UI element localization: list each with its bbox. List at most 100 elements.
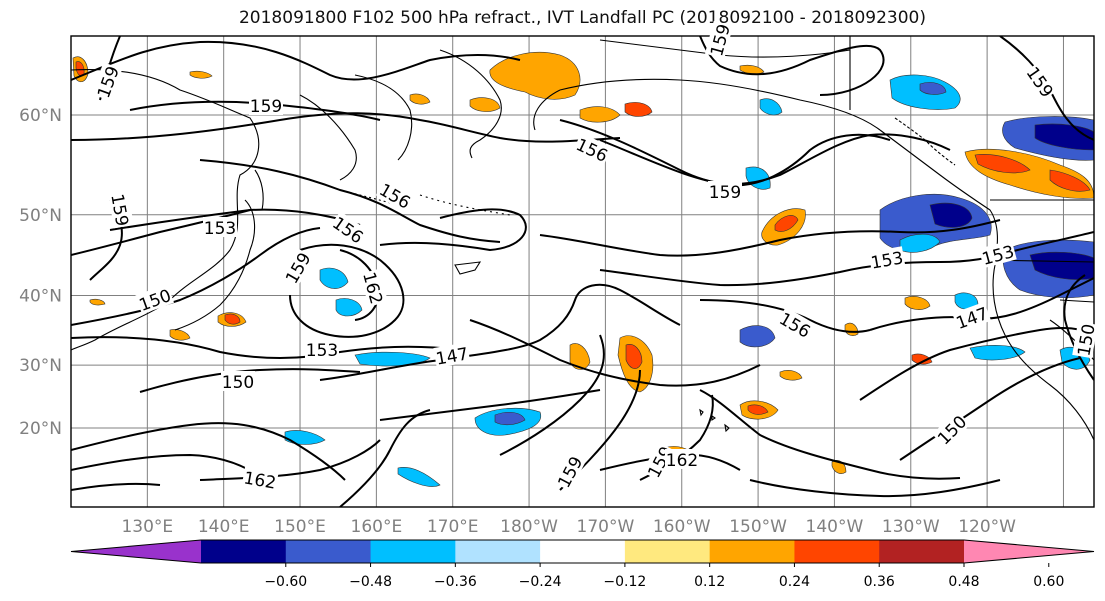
contour-label-bg [665, 449, 699, 469]
contour-label-bg [868, 246, 906, 272]
blue-blob-ne-pac [969, 345, 1026, 361]
blue-blob-nw-us-core [929, 202, 973, 228]
contour-label-bg [952, 301, 992, 333]
contour-156-center [379, 208, 527, 252]
contour-se3 [749, 479, 1001, 498]
contour-label-bg [978, 239, 1017, 269]
contour-label-bg [1022, 61, 1059, 102]
map-title: 2018091800 F102 500 hPa refract., IVT La… [238, 8, 926, 28]
contour-label-bg [91, 62, 123, 102]
lon-label: 150°W [729, 517, 787, 537]
lat-label: 20°N [19, 419, 62, 439]
contour-156-n [71, 112, 621, 143]
colorbar-level-label: −0.48 [349, 574, 392, 590]
contour-label: 150 [1074, 322, 1099, 357]
contour-label: 150 [222, 373, 254, 393]
contour-label-bg [108, 191, 134, 229]
contour-label-bg [305, 339, 339, 359]
red-blob-midlat [774, 215, 799, 232]
red-blob-canada [974, 154, 1031, 174]
lon-label: 140°W [806, 517, 864, 537]
contour-s-low3 [71, 482, 161, 491]
contour-156-e [699, 299, 871, 333]
contour-label-bg [279, 247, 315, 288]
red-blob-canada2 [1049, 169, 1091, 192]
blue-blob-central-pac-core [494, 411, 526, 426]
colorbar-bin [624, 540, 711, 563]
contour-150 [71, 227, 321, 326]
lon-label: 160°E [351, 517, 403, 537]
colorbar-bin [540, 540, 626, 563]
blue-blob-interior-core [1029, 251, 1094, 280]
lon-label: 150°E [274, 517, 326, 537]
contour-e-tight [1063, 274, 1094, 381]
contour-label-bg [704, 20, 734, 59]
contour-150-e [859, 326, 1094, 401]
orange-blob-gulf [579, 106, 621, 123]
blue-blob-bc2 [919, 82, 947, 95]
contour-159-gulf [599, 133, 891, 187]
lon-label: 130°E [121, 517, 173, 537]
contour-label-bg [932, 410, 971, 449]
lat-label: 60°N [19, 106, 62, 126]
contour-label-bg [375, 177, 416, 213]
colorbar-level-label: −0.36 [434, 574, 477, 590]
lon-label: 180°W [500, 517, 558, 537]
latitude-labels: 60°N 50°N 40°N 30°N 20°N [19, 106, 62, 439]
lon-label: 130°W [882, 517, 940, 537]
colorbar-level-label: −0.12 [603, 574, 646, 590]
contour-156-s [499, 334, 605, 456]
blue-blob-west [319, 267, 349, 289]
contour-156-gulf [559, 119, 951, 185]
red-blob-gulf [624, 102, 653, 117]
orange-blob-e3 [911, 353, 933, 365]
orange-blob-w2 [189, 70, 213, 79]
contour-147-e [869, 277, 1094, 331]
contour-label-bg [1072, 321, 1098, 359]
colorbar-bin [879, 540, 965, 563]
red-blob-20n [747, 404, 769, 415]
lon-label: 140°E [198, 517, 250, 537]
contour-label-bg [203, 217, 237, 237]
red-blob-japan [224, 313, 241, 325]
blue-blob-30n [354, 351, 431, 367]
lat-label: 40°N [19, 287, 62, 307]
colorbar-level-label: 0.48 [948, 574, 979, 590]
contour-150-mid [139, 368, 361, 393]
colorbar-labels: −0.60 −0.48 −0.36 −0.24 −0.12 0.12 0.24 0.36 0.4… [264, 563, 1064, 590]
contour-label-bg [552, 451, 586, 492]
contour-pac-ridge2 [379, 389, 601, 421]
orange-blob-bering2 [469, 97, 501, 112]
contour-159-loop [289, 243, 405, 338]
colorbar-outline [70, 539, 1095, 564]
contour-156-w2 [71, 209, 251, 256]
contour-159-sw [339, 409, 431, 507]
orange-blob-ca [904, 296, 931, 310]
contour-label-bg [328, 211, 369, 248]
colorbar-level-label: 0.36 [864, 574, 895, 590]
colorbar-bin [201, 540, 287, 563]
contour-156-w [199, 159, 501, 243]
red-blob-hawaii [625, 344, 643, 369]
orange-blob-ak [409, 93, 431, 105]
contour-147 [319, 283, 681, 381]
colorbar-level-label: 0.12 [694, 574, 725, 590]
contour-156-cent2 [539, 219, 1001, 257]
contour-label: 159 [250, 97, 282, 117]
contour-label-bg [135, 283, 175, 315]
longitude-labels: 130°E 140°E 150°E 160°E 170°E 180°W 170°W 160°W… [121, 517, 1016, 537]
contour-label-bg [572, 132, 613, 166]
contour-159-se [699, 389, 961, 480]
contour-label: 153 [306, 341, 338, 361]
map-border [70, 35, 1095, 508]
colorbar-level-label: 0.60 [1033, 574, 1064, 590]
lon-label: 170°W [577, 517, 635, 537]
contour-150-se [899, 357, 1081, 461]
colorbar-bin [709, 540, 795, 563]
colorbar-bin [794, 540, 880, 563]
contour-label-bg [775, 306, 816, 342]
contour-label-bg [359, 268, 389, 307]
colorbar-level-label: −0.60 [264, 574, 307, 590]
contour-159-n [71, 40, 521, 81]
